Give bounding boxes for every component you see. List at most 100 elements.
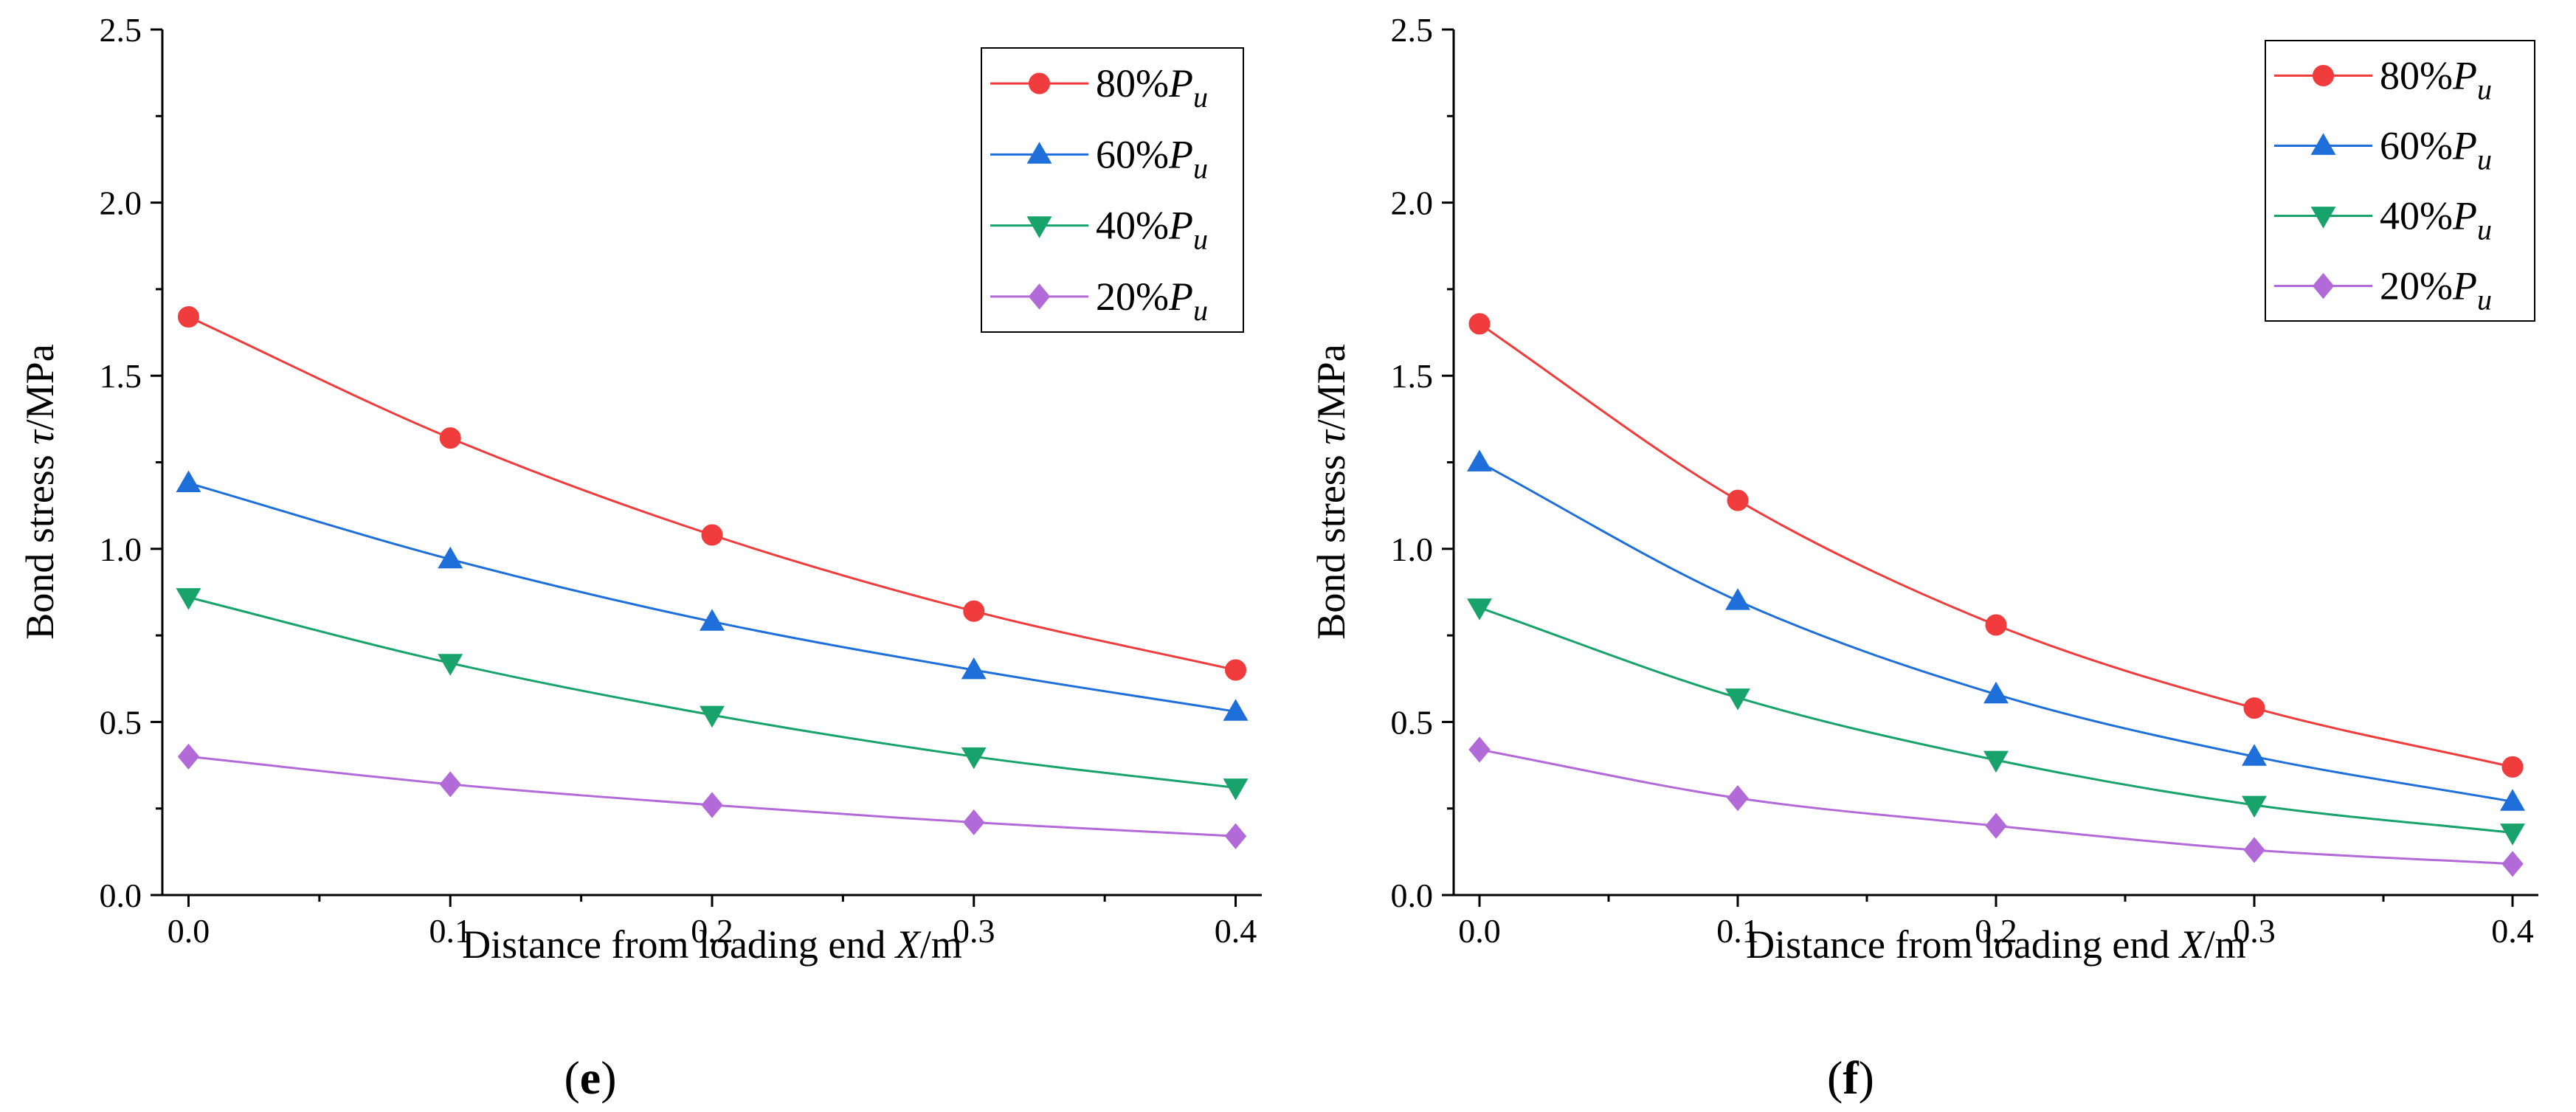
x-tick-label: 0.2 [1975, 912, 2017, 950]
y-axis-title-variable: τ [18, 429, 62, 445]
data-point [1725, 588, 1750, 610]
x-tick-label: 0.0 [168, 912, 210, 950]
series-line [188, 482, 1236, 713]
data-point [176, 470, 201, 493]
data-point [439, 771, 461, 798]
y-axis-title-text: Bond stress [1309, 445, 1353, 640]
data-point [1467, 598, 1492, 621]
series-20-pct [1468, 736, 2524, 877]
data-point [2501, 851, 2524, 877]
y-tick-label: 0.5 [1391, 703, 1434, 741]
legend-label-subscript: u [1193, 80, 1208, 114]
data-point [1225, 659, 1247, 681]
y-tick-label: 0.5 [100, 703, 142, 741]
legend-label: 60%Pu [1096, 132, 1208, 184]
legend-label-variable: P [1168, 61, 1193, 106]
x-tick-label: 0.0 [1458, 912, 1501, 950]
legend-label-variable: P [1168, 204, 1193, 248]
data-point [1727, 489, 1749, 511]
data-point [2501, 756, 2524, 778]
data-point [701, 524, 723, 546]
panel-label-letter: e [580, 1051, 601, 1104]
y-tick-label: 1.0 [1391, 531, 1434, 568]
y-tick-label: 2.5 [100, 11, 142, 49]
data-point [701, 792, 723, 818]
data-point [1468, 313, 1491, 335]
legend-label-subscript: u [1193, 223, 1208, 256]
legend-label-percent: 20% [1096, 274, 1169, 319]
panel-label-open: ( [1827, 1051, 1843, 1104]
data-point [1224, 823, 1247, 849]
series-20-pct [177, 743, 1247, 849]
legend-label-subscript: u [2477, 283, 2492, 317]
data-point [1983, 750, 2009, 773]
y-tick-label: 2.0 [1391, 184, 1434, 222]
legend-label-variable: P [2452, 54, 2477, 98]
data-point [2500, 789, 2525, 811]
data-point [1223, 778, 1249, 801]
x-axis-title-text: Distance from loading end [1746, 922, 2180, 967]
legend-label: 20%Pu [1096, 274, 1208, 327]
x-tick-label: 0.2 [691, 912, 733, 950]
data-point [1725, 688, 1750, 711]
x-tick-label: 0.1 [429, 912, 472, 950]
chart-panel-f: 0.0 0.5 1.0 1.5 2.0 2.5 0.0 0.1 0.2 0.3 0.4 Distanc… [1309, 11, 2538, 1104]
data-point [176, 588, 201, 610]
legend-label-percent: 80% [1096, 61, 1169, 106]
panel-label-letter: f [1843, 1051, 1859, 1104]
panel-label-open: ( [564, 1051, 579, 1104]
legend-marker [1028, 283, 1051, 310]
series-40-pct [176, 588, 1249, 801]
data-point [1468, 736, 1491, 763]
x-axis-title-unit: /m [920, 922, 962, 967]
x-tick-label: 0.3 [2233, 912, 2276, 950]
legend-label-percent: 40% [1096, 204, 1169, 248]
y-tick-label: 1.5 [100, 357, 142, 395]
y-tick-label: 2.0 [100, 184, 142, 222]
legend-label: 20%Pu [2380, 264, 2492, 317]
data-point [177, 305, 199, 328]
legend-label-subscript: u [2477, 73, 2492, 106]
data-point [2500, 823, 2525, 846]
chart-panel-e: 0.0 0.5 1.0 1.5 2.0 2.5 0.0 0.1 0.2 0.3 0.4 Distanc… [18, 11, 1262, 1104]
legend-label: 40%Pu [1096, 204, 1208, 256]
y-axis-title-variable: τ [1309, 429, 1353, 445]
x-axis-title: Distance from loading end X/m [1746, 922, 2246, 967]
legend-label-variable: P [1168, 274, 1193, 319]
legend-marker [2313, 65, 2334, 86]
series-line [1479, 607, 2513, 834]
data-point [1467, 449, 1492, 472]
data-point [963, 809, 985, 836]
series-60-pct [1467, 449, 2525, 811]
legend-marker [1026, 142, 1052, 164]
y-tick-label: 1.5 [1391, 357, 1434, 395]
y-axis-title-unit: /MPa [18, 344, 62, 430]
legend-label-percent: 60% [1096, 132, 1169, 176]
legend-label-percent: 80% [2380, 54, 2453, 98]
data-point [963, 600, 985, 622]
legend-marker [2310, 207, 2336, 229]
data-point [438, 654, 463, 676]
data-point [1985, 812, 2007, 839]
legend-marker [1026, 216, 1052, 238]
x-tick-label: 0.4 [1215, 912, 1257, 950]
legend-label: 80%Pu [1096, 61, 1208, 114]
series-40-pct [1467, 598, 2525, 846]
x-tick-label: 0.4 [2491, 912, 2534, 950]
data-point [961, 657, 987, 680]
y-axis-title-text: Bond stress [18, 445, 62, 640]
legend-label: 80%Pu [2380, 54, 2492, 106]
panel-label-close: ) [1859, 1051, 1874, 1104]
legend-box [981, 47, 1244, 333]
legend-label-variable: P [1168, 132, 1193, 176]
panel-label-close: ) [601, 1051, 616, 1104]
x-axis-title-text: Distance from loading end [462, 922, 896, 967]
panel-label: (e) [564, 1051, 616, 1104]
x-axis-title-variable: X [894, 922, 922, 967]
legend-label-subscript: u [1193, 294, 1208, 327]
data-point [2243, 837, 2265, 863]
legend-label: 60%Pu [2380, 124, 2492, 176]
